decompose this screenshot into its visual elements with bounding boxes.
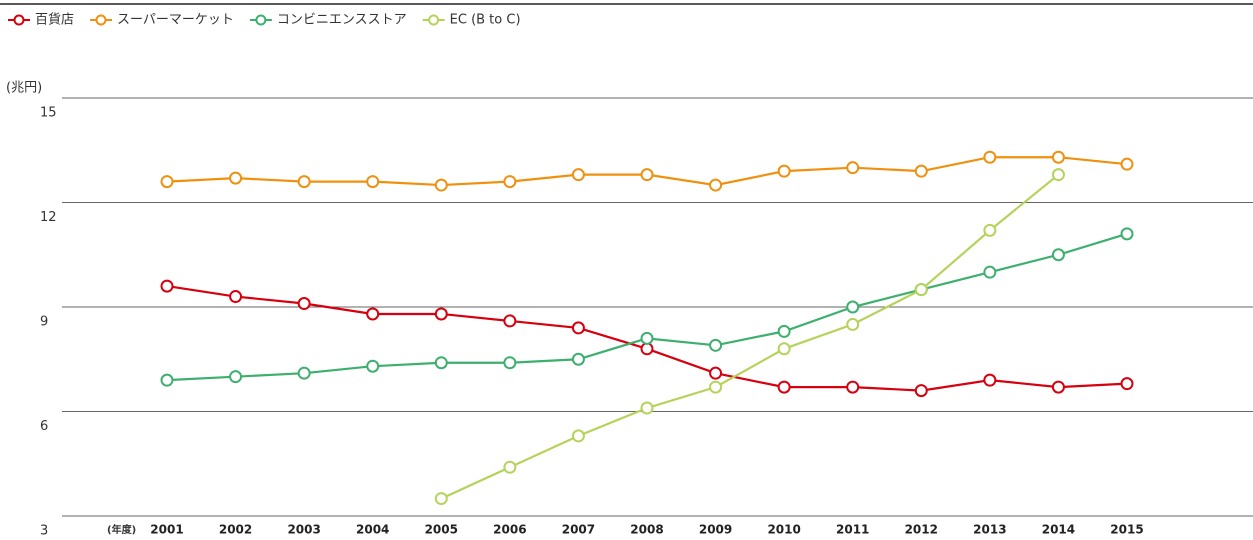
data-point (297, 297, 311, 311)
legend-marker (428, 14, 440, 26)
data-point (640, 331, 654, 345)
data-point (160, 175, 174, 189)
data-point (1051, 168, 1065, 182)
legend-marker (255, 14, 267, 26)
data-point (1051, 150, 1065, 164)
x-tick-label: 2001 (150, 523, 183, 537)
data-point (571, 352, 585, 366)
y-tick-label: 3 (40, 524, 48, 539)
series-line (440, 173, 1060, 500)
data-point (914, 384, 928, 398)
data-point (846, 380, 860, 394)
x-axis-label: (年度) (107, 523, 136, 536)
legend-marker (13, 14, 25, 26)
data-point (434, 307, 448, 321)
x-tick-label: 2004 (356, 523, 389, 537)
x-tick-label: 2013 (973, 523, 1006, 537)
x-tick-label: 2009 (699, 523, 732, 537)
legend-label: スーパーマーケット (117, 13, 234, 28)
data-point (983, 223, 997, 237)
data-point (846, 300, 860, 314)
data-point (571, 429, 585, 443)
data-point (1120, 157, 1134, 171)
data-point (709, 178, 723, 192)
x-tick-label: 2005 (425, 523, 458, 537)
x-tick-label: 2010 (767, 523, 800, 537)
y-tick-label: 6 (40, 419, 48, 434)
data-point (366, 175, 380, 189)
data-point (777, 342, 791, 356)
y-tick-label: 12 (40, 210, 57, 225)
data-point (160, 279, 174, 293)
data-point (503, 460, 517, 474)
data-point (571, 168, 585, 182)
x-tick-label: 2006 (493, 523, 526, 537)
legend-label: コンビニエンスストア (277, 13, 407, 28)
data-point (983, 265, 997, 279)
data-point (709, 380, 723, 394)
data-point (640, 168, 654, 182)
x-tick-label: 2015 (1110, 523, 1143, 537)
data-point (297, 175, 311, 189)
data-point (503, 314, 517, 328)
data-point (983, 150, 997, 164)
data-point (914, 283, 928, 297)
data-point (1120, 227, 1134, 241)
data-point (434, 492, 448, 506)
data-point (366, 359, 380, 373)
data-point (1120, 377, 1134, 391)
y-axis-label: (兆円) (6, 81, 42, 96)
x-tick-label: 2008 (630, 523, 663, 537)
legend-label: EC (B to C) (450, 13, 521, 28)
legend-label: 百貨店 (35, 12, 74, 28)
data-point (846, 161, 860, 175)
data-point (777, 164, 791, 178)
data-point (229, 171, 243, 185)
data-point (1051, 248, 1065, 262)
x-tick-label: 2003 (287, 523, 320, 537)
data-point (229, 370, 243, 384)
data-point (571, 321, 585, 335)
data-point (777, 380, 791, 394)
data-point (777, 324, 791, 338)
data-point (1051, 380, 1065, 394)
data-point (229, 290, 243, 304)
data-point (640, 342, 654, 356)
data-point (983, 373, 997, 387)
x-tick-label: 2011 (836, 523, 869, 537)
data-point (434, 356, 448, 370)
data-point (503, 175, 517, 189)
data-point (366, 307, 380, 321)
data-point (914, 164, 928, 178)
data-point (709, 338, 723, 352)
data-point (709, 366, 723, 380)
y-tick-label: 9 (40, 315, 48, 330)
x-tick-label: 2014 (1042, 523, 1075, 537)
legend-marker (95, 14, 107, 26)
data-point (160, 373, 174, 387)
data-point (640, 401, 654, 415)
y-tick-label: 15 (40, 106, 57, 121)
data-point (297, 366, 311, 380)
x-tick-label: 2012 (905, 523, 938, 537)
data-point (434, 178, 448, 192)
data-point (503, 356, 517, 370)
x-tick-label: 2007 (562, 523, 595, 537)
data-point (846, 317, 860, 331)
x-tick-label: 2002 (219, 523, 252, 537)
